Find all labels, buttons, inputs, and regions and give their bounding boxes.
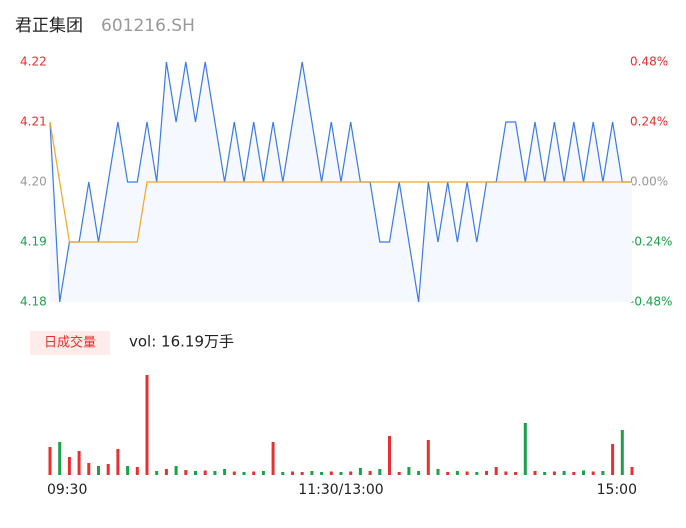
volume-bar <box>291 471 294 475</box>
volume-bar <box>77 451 81 475</box>
y2-tick-label: 0.00% <box>630 175 668 189</box>
volume-bar <box>455 471 459 475</box>
x-tick-label: 09:30 <box>47 482 87 498</box>
volume-bar <box>145 375 149 475</box>
volume-bar <box>465 471 469 475</box>
price-line <box>49 121 632 243</box>
y-tick-label: 4.21 <box>20 115 47 129</box>
volume-bar <box>485 471 488 475</box>
y-tick-label: 4.22 <box>20 55 47 69</box>
volume-bar <box>349 471 353 475</box>
volume-bar <box>562 471 566 475</box>
volume-bar <box>242 472 246 475</box>
y2-tick-label: 0.48% <box>630 55 668 69</box>
volume-bar <box>378 469 382 475</box>
volume-bar <box>213 471 217 475</box>
volume-summary: vol: 16.19万手 <box>129 333 234 351</box>
volume-bar <box>223 469 227 475</box>
volume-bar <box>252 471 256 475</box>
volume-bar <box>523 423 527 475</box>
volume-bar <box>203 470 207 475</box>
y-tick-label: 4.18 <box>20 295 47 309</box>
volume-bar <box>572 472 576 475</box>
volume-bar <box>116 449 120 475</box>
volume-bar <box>174 466 178 475</box>
volume-bar <box>436 469 440 475</box>
volume-bar <box>164 469 168 475</box>
volume-bar <box>184 470 188 475</box>
volume-bar <box>407 467 411 475</box>
volume-bar <box>155 471 159 475</box>
volume-bar <box>87 463 91 475</box>
x-tick-label: 15:00 <box>597 482 637 498</box>
volume-bar <box>339 472 343 475</box>
y2-tick-label: -0.48% <box>630 295 672 309</box>
volume-bar <box>533 471 537 475</box>
volume-bar <box>126 466 130 475</box>
volume-bar <box>58 442 62 475</box>
volume-bar <box>97 466 100 475</box>
volume-bar <box>320 472 324 475</box>
volume-bar <box>271 442 275 475</box>
volume-bar <box>329 471 333 475</box>
volume-bar <box>543 472 547 475</box>
volume-bar <box>611 444 615 475</box>
volume-bar <box>48 447 52 475</box>
volume-bar <box>514 472 518 475</box>
y2-tick-label: -0.24% <box>630 235 672 249</box>
y2-tick-label: 0.24% <box>630 115 668 129</box>
x-tick-label: 11:30/13:00 <box>298 482 383 498</box>
volume-bar <box>417 471 421 475</box>
volume-bar <box>620 430 624 475</box>
volume-bar <box>281 472 285 475</box>
volume-bar <box>601 471 605 475</box>
legend: 日成交量 <box>44 335 96 351</box>
y-tick-label: 4.19 <box>20 235 47 249</box>
volume-bar <box>582 470 585 475</box>
volume-bar <box>358 468 362 475</box>
volume-bar <box>475 472 479 475</box>
volume-bar <box>261 471 265 475</box>
stock-name: 君正集团 <box>15 16 83 36</box>
volume-bar <box>106 464 110 475</box>
legend-box <box>30 331 110 355</box>
volume-bar <box>368 471 372 475</box>
volume-bar <box>397 472 401 475</box>
volume-bar <box>426 440 430 475</box>
volume-bar <box>446 472 450 475</box>
volume-bar <box>194 471 197 475</box>
volume-bar <box>552 471 556 475</box>
volume-bar <box>388 436 391 475</box>
volume-bar <box>494 467 498 475</box>
volume-bar <box>232 471 236 475</box>
stock-code: 601216.SH <box>101 16 195 36</box>
volume-bar <box>504 471 508 475</box>
volume-bar <box>67 457 71 475</box>
volume-bar <box>591 471 595 475</box>
y-tick-label: 4.20 <box>20 175 47 189</box>
volume-bar <box>310 471 314 475</box>
volume-bar <box>630 467 634 475</box>
volume-bar <box>300 472 304 475</box>
volume-bar <box>135 467 139 475</box>
